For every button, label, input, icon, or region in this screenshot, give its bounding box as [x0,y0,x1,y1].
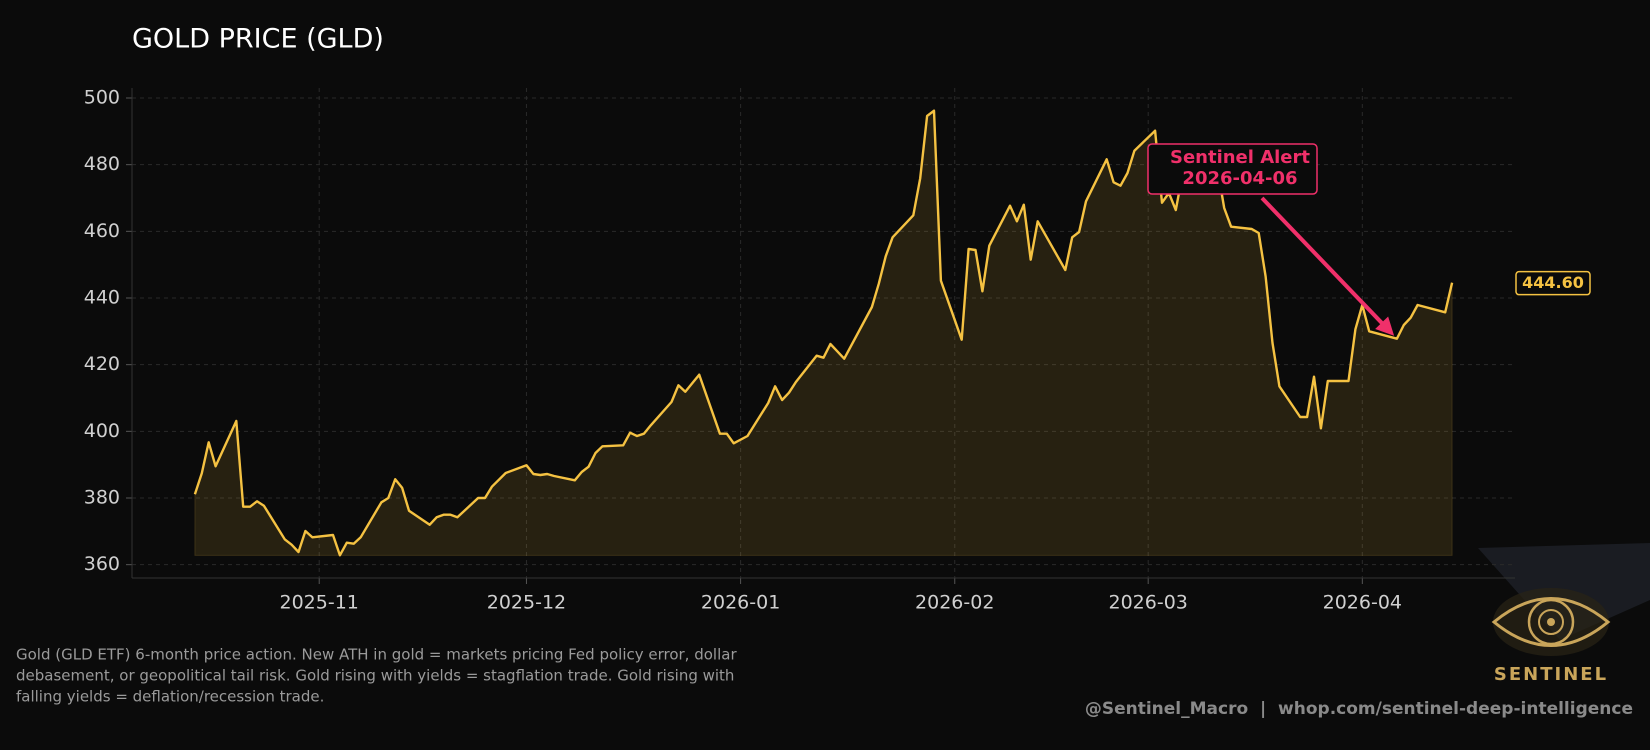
description: debasement, or geopolitical tail risk. G… [16,667,734,685]
chart-title: GOLD PRICE (GLD) [132,24,384,55]
logo-text: SENTINEL [1494,664,1608,685]
y-tick-label: 500 [84,87,120,109]
logo-eye [1491,597,1611,647]
logo-pupil-ring [1538,609,1564,635]
y-tick-label: 460 [84,220,120,242]
end-label-box [1515,270,1591,296]
x-tick-label: 2025-12 [487,592,566,614]
annotation-arrowhead [1375,316,1395,336]
y-tick-label: 420 [84,353,120,375]
end-label: 444.60 [1522,273,1584,292]
logo: SENTINEL [1478,543,1650,685]
y-tick-label: 440 [84,287,120,309]
x-tick-label: 2026-01 [701,592,780,614]
x-tick-label: 2026-02 [915,592,994,614]
annotation-arrow [1260,196,1389,330]
description: falling yields = deflation/recession tra… [16,688,324,706]
y-tick-label: 480 [84,153,120,175]
x-tick-label: 2025-11 [280,592,359,614]
annotation-box [1147,143,1318,195]
annotation-text: 2026-04-06 [1182,168,1297,189]
y-tick-label: 360 [84,553,120,575]
footer: @Sentinel_Macro | whop.com/sentinel-deep… [1085,699,1633,719]
y-tick-label: 400 [84,420,120,442]
description: Gold (GLD ETF) 6-month price action. New… [16,646,737,664]
logo-pupil [1547,618,1555,626]
x-tick-label: 2026-03 [1108,592,1187,614]
y-tick-label: 380 [84,487,120,509]
line [193,109,1454,557]
logo-iris [1527,598,1575,646]
x-tick-label: 2026-04 [1323,592,1402,614]
annotation-text: Sentinel Alert [1170,147,1310,168]
